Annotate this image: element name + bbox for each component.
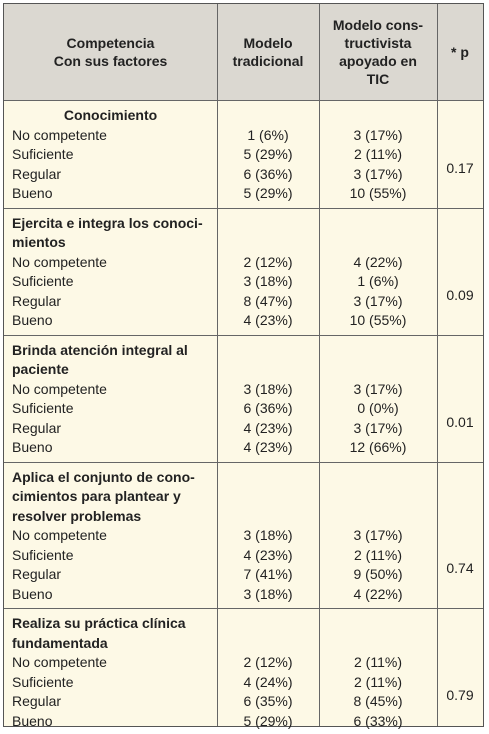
row-label: Bueno [12,712,53,729]
constructivista-value: 3 (17%) [353,126,403,143]
header-cell: Con sus factores [53,53,168,69]
section-border [4,608,483,609]
constructivista-value: 10 (55%) [349,185,407,201]
tradicional-value: 4 (23%) [243,439,293,455]
row-label: Suficiente [12,546,74,563]
constructivista-value: 12 (66%) [349,439,407,455]
column-border [437,4,438,726]
tradicional-value: 5 (29%) [243,185,293,201]
constructivista-value: 9 (50%) [353,566,403,582]
row-label: No competente [12,527,107,543]
row-label: No competente [12,126,107,143]
tradicional-value: 3 (18%) [243,527,293,543]
section-title: Aplica el conjunto de cono- [12,468,195,485]
section-title: Realiza su práctica clínica [12,615,186,631]
constructivista-value: 2 (11%) [354,673,402,690]
section-title: fundamentada [12,634,108,651]
tradicional-value: 1 (6%) [247,126,289,143]
section-border [4,207,483,209]
header-cell: tradicional [232,53,304,69]
constructivista-value: 3 (17%) [353,419,403,436]
row-label: Regular [12,165,62,182]
constructivista-value: 4 (22%) [353,585,403,602]
row-label: Regular [12,419,62,436]
row-label: Bueno [12,585,53,602]
constructivista-value: 0 (0%) [357,400,399,416]
header-cell: Modelo [243,35,293,51]
header-cell: apoyado en [339,53,417,69]
row-label: Bueno [12,312,53,328]
row-label: Suficiente [12,400,74,416]
column-border [217,4,218,726]
section-border [4,461,483,463]
row-label: No competente [12,380,107,397]
constructivista-value: 2 (11%) [354,654,402,670]
row-label: No competente [12,654,107,670]
tradicional-value: 3 (18%) [243,273,293,289]
p-value: 0.74 [446,560,474,577]
constructivista-value: 2 (11%) [354,546,402,563]
p-value: 0.01 [446,413,474,430]
constructivista-value: 6 (33%) [353,712,403,729]
tradicional-value: 4 (23%) [243,419,293,436]
section-title: cimientos para plantear y [12,488,181,504]
header-cell: tructivista [344,35,412,51]
tradicional-value: 5 (29%) [243,712,293,729]
tradicional-value: 7 (41%) [243,566,293,582]
row-label: Bueno [12,185,53,201]
constructivista-value: 8 (45%) [353,693,403,709]
constructivista-value: 1 (6%) [357,273,399,289]
tradicional-value: 3 (18%) [243,585,293,602]
p-value: 0.79 [446,687,474,704]
section-title: paciente [12,361,69,377]
tradicional-value: 5 (29%) [243,146,293,162]
constructivista-value: 3 (17%) [353,527,403,543]
section-title: Brinda atención integral al [12,341,188,358]
row-label: Suficiente [12,273,74,289]
constructivista-value: 2 (11%) [354,146,402,162]
tradicional-value: 6 (35%) [243,693,293,709]
section-title: Conocimiento [63,107,158,123]
header-row [4,4,483,100]
section-title: mientos [12,234,66,250]
header-cell: Modelo cons- [332,17,424,33]
row-label: No competente [12,253,107,270]
tradicional-value: 4 (24%) [243,673,293,690]
tradicional-value: 3 (18%) [243,380,293,397]
constructivista-value: 3 (17%) [353,165,403,182]
header-cell: Competencia [66,35,155,51]
column-border [319,4,320,726]
tradicional-value: 6 (36%) [243,400,293,416]
constructivista-value: 4 (22%) [353,253,403,270]
header-border [4,100,483,101]
section-title: resolver problemas [12,507,142,524]
p-value: 0.09 [446,286,474,303]
constructivista-value: 3 (17%) [353,292,403,309]
row-label: Regular [12,292,62,309]
tradicional-value: 6 (36%) [243,165,293,182]
tradicional-value: 4 (23%) [243,312,293,328]
row-label: Regular [12,693,62,709]
row-label: Suficiente [12,673,74,690]
constructivista-value: 3 (17%) [353,380,403,397]
section-title: Ejercita e integra los conoci- [12,214,203,231]
row-label: Bueno [12,439,53,455]
header-cell: TIC [366,71,390,87]
constructivista-value: 10 (55%) [349,312,407,328]
section-border [4,334,483,336]
row-label: Regular [12,566,62,582]
table: Competencia Con sus factores Modelo tradici… [3,3,484,729]
row-label: Suficiente [12,146,74,162]
tradicional-value: 8 (47%) [243,292,293,309]
p-value: 0.17 [446,159,474,176]
tradicional-value: 2 (12%) [243,253,293,270]
tradicional-value: 2 (12%) [243,654,293,670]
header-cell: * p [451,44,469,60]
tradicional-value: 4 (23%) [243,546,293,563]
